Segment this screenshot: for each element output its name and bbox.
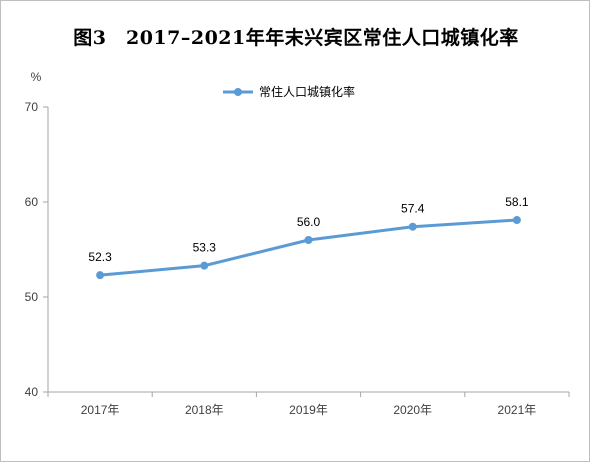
data-label: 58.1 <box>505 195 529 209</box>
data-point <box>304 236 313 244</box>
data-label: 53.3 <box>193 241 217 255</box>
y-tick-label: 70 <box>25 100 39 114</box>
data-point <box>96 271 105 280</box>
data-label: 56.0 <box>297 215 321 229</box>
data-label: 57.4 <box>401 202 425 216</box>
legend-label: 常住人口城镇化率 <box>259 84 355 99</box>
y-axis-unit-label: % <box>31 70 42 84</box>
y-tick-label: 40 <box>25 385 39 399</box>
data-point <box>512 216 521 225</box>
legend-marker <box>234 88 242 96</box>
y-tick-label: 50 <box>25 290 39 304</box>
x-tick-label: 2018年 <box>185 403 224 417</box>
x-tick-label: 2019年 <box>289 403 328 417</box>
x-tick-label: 2021年 <box>498 403 537 417</box>
y-tick-label: 60 <box>25 195 39 209</box>
x-tick-label: 2020年 <box>393 403 432 417</box>
data-point <box>200 261 209 270</box>
data-point <box>408 222 417 231</box>
chart-title: 图3 2017–2021年年末兴宾区常住人口城镇化率 <box>73 27 519 49</box>
x-tick-label: 2017年 <box>81 403 120 417</box>
data-label: 52.3 <box>88 250 112 264</box>
